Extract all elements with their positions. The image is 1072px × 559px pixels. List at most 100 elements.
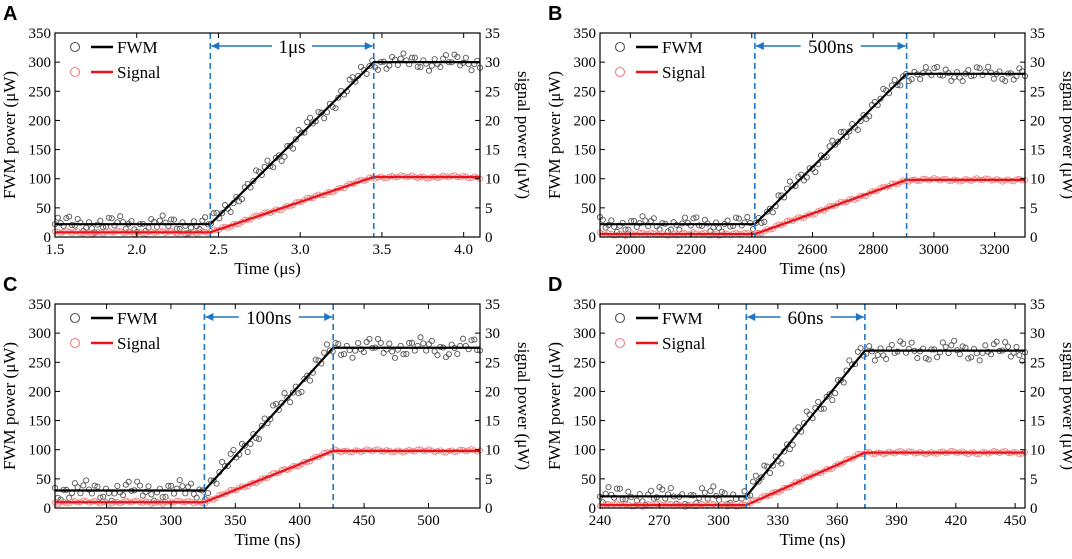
data-point-fwm bbox=[942, 66, 949, 73]
data-point-fwm bbox=[693, 214, 700, 221]
y2-tick-label: 0 bbox=[1030, 230, 1038, 246]
data-point-fwm bbox=[985, 63, 992, 70]
legend-marker-fwm bbox=[614, 312, 626, 324]
data-point-fwm bbox=[292, 136, 299, 143]
data-point-fwm bbox=[374, 66, 382, 73]
data-point-fwm bbox=[219, 458, 226, 465]
series-fwm-points bbox=[596, 337, 1029, 510]
y-tick-label: 150 bbox=[574, 143, 597, 159]
arrowhead-right bbox=[855, 313, 864, 321]
data-point-fwm bbox=[386, 340, 393, 347]
legend-label-fwm: FWM bbox=[117, 309, 158, 328]
y-tick-label: 100 bbox=[574, 172, 597, 188]
data-point-fwm bbox=[425, 341, 433, 348]
y2-axis-label: signal power (μW) bbox=[1059, 71, 1072, 199]
data-point-fwm bbox=[437, 63, 444, 71]
data-point-fwm bbox=[190, 218, 197, 225]
y2-tick-label: 30 bbox=[485, 326, 500, 342]
y2-tick-label: 0 bbox=[485, 501, 493, 517]
series-fwm-line bbox=[600, 349, 1025, 498]
series-fwm-points bbox=[51, 50, 484, 236]
data-point-fwm bbox=[168, 216, 175, 223]
y-axis-label: FWM power (μW) bbox=[0, 71, 19, 199]
arrowhead-right bbox=[324, 313, 333, 321]
data-point-fwm bbox=[888, 341, 895, 348]
data-point-fwm bbox=[951, 74, 958, 81]
data-point-fwm bbox=[732, 214, 740, 221]
data-point-fwm bbox=[156, 217, 163, 224]
data-point-fwm bbox=[278, 157, 285, 165]
data-point-fwm bbox=[170, 490, 178, 497]
data-point-fwm bbox=[877, 95, 884, 102]
data-point-fwm bbox=[391, 354, 399, 361]
data-point-fwm bbox=[148, 491, 155, 498]
data-point-fwm bbox=[871, 357, 878, 364]
x-tick-label: 250 bbox=[95, 513, 118, 529]
data-point-fwm bbox=[97, 494, 104, 501]
data-point-fwm bbox=[270, 402, 277, 409]
data-point-fwm bbox=[117, 213, 124, 220]
data-point-fwm bbox=[389, 348, 396, 355]
data-point-fwm bbox=[611, 494, 618, 501]
panel-letter: A bbox=[3, 3, 17, 25]
data-point-fwm bbox=[323, 341, 331, 348]
legend-marker-signal bbox=[614, 337, 626, 349]
y-tick-label: 150 bbox=[29, 414, 52, 430]
data-point-fwm bbox=[459, 335, 467, 342]
data-point-fwm bbox=[281, 390, 288, 397]
data-point-fwm bbox=[834, 138, 842, 145]
legend-label-signal: Signal bbox=[662, 63, 706, 82]
legend-marker-fwm bbox=[614, 41, 626, 53]
x-tick-label: 450 bbox=[1004, 513, 1027, 529]
data-point-signal bbox=[114, 227, 121, 235]
data-point-signal bbox=[636, 229, 643, 236]
data-point-fwm bbox=[820, 405, 827, 412]
legend-marker-fwm bbox=[69, 41, 81, 53]
panel-letter: C bbox=[3, 274, 17, 296]
data-point-signal bbox=[408, 172, 416, 179]
data-point-fwm bbox=[355, 340, 362, 347]
y2-tick-label: 5 bbox=[1030, 472, 1038, 488]
data-point-fwm bbox=[633, 497, 640, 504]
data-point-signal bbox=[905, 448, 912, 455]
data-point-fwm bbox=[454, 350, 461, 358]
series-signal-line bbox=[600, 451, 1025, 507]
y2-tick-label: 25 bbox=[1030, 84, 1045, 100]
y2-tick-label: 10 bbox=[485, 172, 500, 188]
data-point-fwm bbox=[261, 415, 268, 422]
data-point-fwm bbox=[687, 492, 694, 499]
legend-label-fwm: FWM bbox=[662, 38, 703, 57]
plot-frame bbox=[54, 32, 481, 238]
data-point-fwm bbox=[616, 485, 623, 492]
data-point-fwm bbox=[289, 145, 297, 152]
data-point-fwm bbox=[707, 487, 714, 495]
y2-tick-label: 10 bbox=[1030, 172, 1045, 188]
series-signal-line bbox=[55, 175, 480, 234]
series-signal-line bbox=[600, 178, 1025, 236]
data-point-fwm bbox=[891, 76, 898, 83]
data-point-fwm bbox=[735, 215, 742, 222]
data-point-fwm bbox=[982, 342, 989, 349]
y2-tick-label: 5 bbox=[485, 472, 493, 488]
y-tick-label: 250 bbox=[574, 84, 597, 100]
data-point-fwm bbox=[744, 214, 751, 221]
data-point-fwm bbox=[264, 157, 271, 164]
legend-marker-fwm bbox=[69, 312, 81, 324]
data-point-fwm bbox=[928, 72, 935, 79]
y-tick-label: 100 bbox=[574, 443, 597, 459]
data-point-signal bbox=[414, 175, 421, 182]
data-point-signal bbox=[732, 503, 740, 510]
duration-label: 1μs bbox=[278, 37, 305, 58]
data-point-fwm bbox=[866, 343, 873, 350]
y2-tick-label: 0 bbox=[1030, 501, 1038, 517]
data-point-fwm bbox=[238, 196, 246, 203]
x-tick-label: 330 bbox=[767, 513, 790, 529]
series-fwm-points bbox=[596, 63, 1029, 235]
x-tick-label: 2600 bbox=[798, 242, 828, 258]
data-point-fwm bbox=[74, 484, 81, 491]
panel-letter: D bbox=[548, 274, 562, 296]
data-point-fwm bbox=[403, 350, 410, 357]
data-point-fwm bbox=[687, 222, 694, 229]
data-point-fwm bbox=[91, 482, 98, 489]
